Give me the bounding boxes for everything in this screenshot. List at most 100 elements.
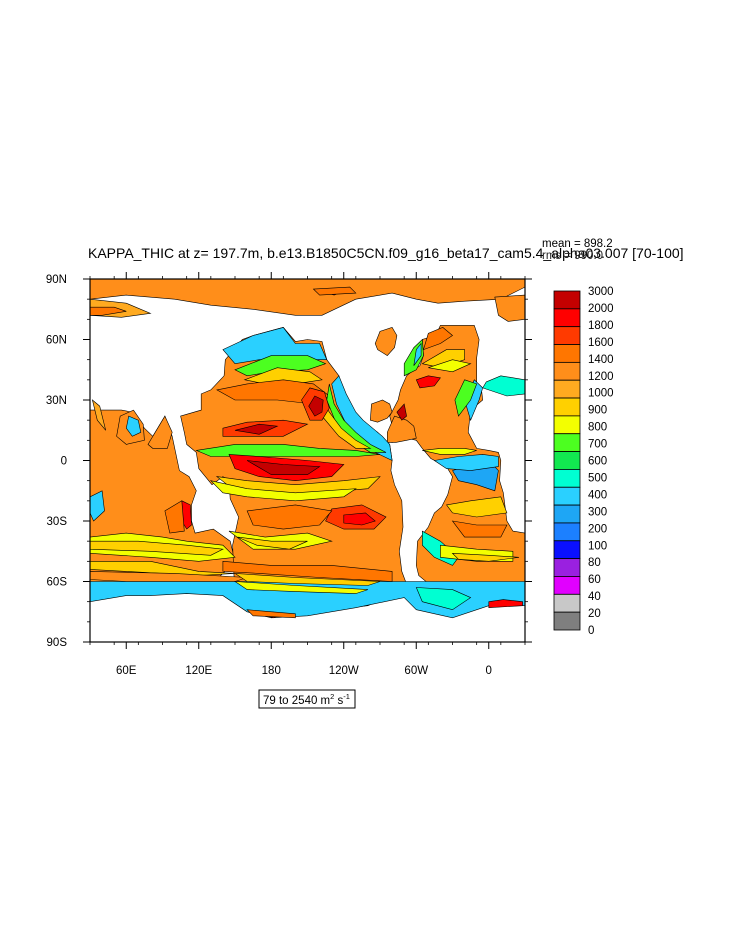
colorbar-label: 1200 — [588, 371, 614, 383]
colorbar-box — [553, 576, 581, 595]
ocean-region-atlantic-s-yellow2 — [451, 552, 520, 562]
range-unit-sup2: -1 — [343, 692, 350, 701]
y-tick-label: 90N — [46, 274, 67, 286]
ocean-region-arabian-cyan — [125, 415, 142, 437]
ocean-region-hudson-bay — [374, 327, 398, 356]
colorbar-label: 1000 — [588, 388, 614, 400]
x-axis: 60E 120E 180 120W 60W 0 — [89, 272, 526, 677]
colorbar-box — [553, 486, 581, 506]
colorbar-label: 1600 — [588, 337, 614, 349]
ocean-region-gulf-stream-red — [396, 403, 407, 421]
colorbar-label: 0 — [588, 625, 594, 637]
y-axis: 90N 60N 30N 0 30S 60S 90S — [46, 274, 532, 649]
ocean-region-atlantic-n-green — [428, 359, 472, 373]
colorbar-box — [553, 361, 581, 381]
ocean-region-indian-lower-yellow — [90, 561, 236, 576]
colorbar-box — [553, 397, 581, 417]
ocean-field — [90, 279, 525, 619]
x-tick-label: 120W — [329, 665, 359, 677]
colorbar-box — [553, 308, 581, 328]
y-tick-label: 60N — [46, 335, 67, 347]
ocean-region-pacific-eq-south-green — [209, 480, 357, 502]
range-unit-mid: s — [334, 695, 343, 707]
ocean-region-pacific-eq-red-inner — [246, 460, 321, 475]
y-tick-label: 0 — [61, 456, 67, 468]
range-label-text: 79 to 2540 m — [263, 695, 330, 707]
svg-text:79 to 2540 m2 s-1: 79 to 2540 m2 s-1 — [263, 692, 350, 707]
colorbar-label: 700 — [588, 439, 607, 451]
ocean-region-pacific-south-red-inner — [343, 512, 376, 526]
colorbar-box — [553, 344, 581, 363]
colorbar-box — [553, 433, 581, 452]
colorbar-label: 200 — [588, 523, 607, 535]
map-plot-area: 60E 120E 180 120W 60W 0 90N 60N 30N 0 30S 60S 90S — [46, 272, 532, 677]
colorbar-box — [553, 504, 581, 524]
x-tick-label: 60W — [404, 665, 428, 677]
ocean-region-pacific-yellow-ecoast — [319, 395, 372, 449]
colorbar-box — [553, 522, 581, 542]
colorbar-box — [553, 558, 581, 577]
ocean-region-pacific-subtrop-red-inner — [234, 423, 279, 435]
x-tick-label: 120E — [185, 665, 212, 677]
colorbar-box — [553, 469, 581, 488]
ocean-region-arctic-ocean — [90, 279, 525, 316]
colorbar-box — [553, 326, 581, 345]
ocean-region-arctic-seas-north — [494, 294, 525, 322]
colorbar-box — [553, 379, 581, 399]
x-tick-label: 180 — [262, 665, 281, 677]
range-unit-sup1: 2 — [330, 692, 334, 701]
ocean-region-pacific-s-yellow-strip — [233, 573, 381, 586]
colorbar-label: 400 — [588, 489, 607, 501]
ocean-region-arctic-darkorange-patch — [312, 286, 357, 296]
ocean-region-gulf-of-mexico — [369, 399, 393, 423]
ocean-region-pacific-green-ecoast — [326, 383, 387, 453]
colorbar-box — [553, 540, 581, 560]
ocean-region-atlantic-eq-green — [422, 448, 477, 455]
colorbar-box — [553, 611, 581, 631]
colorbar-box — [553, 415, 581, 435]
ocean-region-indian-cyan-patch — [90, 490, 105, 522]
colorbar-label: 600 — [588, 456, 607, 468]
colorbar: 3000200018001600140012001000900800700600… — [553, 286, 614, 637]
colorbar-label: 20 — [588, 608, 601, 620]
ocean-region-pacific-cyan-north — [222, 327, 328, 365]
ocean-region-pacific-sw-darkorange — [246, 504, 333, 530]
y-tick-label: 60S — [47, 577, 68, 589]
ocean-region-pacific-south-darkorange — [222, 560, 393, 582]
ocean-region-pacific-cyan-ecoast — [331, 375, 393, 462]
colorbar-label: 60 — [588, 574, 601, 586]
y-tick-label: 90S — [47, 637, 68, 649]
ocean-region-atlantic-n-green-east — [454, 379, 478, 417]
rms-label: rms = 990.0 — [542, 250, 603, 262]
ocean-region-atlantic-nw-cyan — [413, 342, 422, 366]
ocean-region-pacific-ne-red-inner — [308, 395, 324, 417]
ocean-region-antarctic-red-edge — [488, 599, 523, 609]
ocean-region-pacific-sc-yellow — [237, 536, 308, 550]
ocean-region-mediterranean — [482, 375, 525, 397]
colorbar-label: 100 — [588, 540, 607, 552]
ocean-region-red-sea — [91, 399, 106, 431]
colorbar-label: 300 — [588, 506, 607, 518]
ocean-region-atlantic-eq-cyan — [433, 454, 499, 471]
range-label-box: 79 to 2540 m2 s-1 — [258, 689, 356, 709]
ocean-region-ross-sea-darkorange — [246, 609, 296, 619]
colorbar-label: 2000 — [588, 303, 614, 315]
ocean-region-atlantic-s-darkorange — [451, 520, 508, 538]
ocean-region-bay-of-bengal — [147, 415, 173, 449]
colorbar-label: 800 — [588, 422, 607, 434]
x-tick-label: 0 — [486, 665, 492, 677]
ocean-region-pacific-sc-green — [228, 530, 333, 550]
colorbar-box — [553, 290, 581, 310]
ocean-region-indian-darkorange — [164, 500, 185, 534]
colorbar-label: 40 — [588, 591, 601, 603]
colorbar-label: 1800 — [588, 320, 614, 332]
colorbar-box — [553, 593, 581, 613]
colorbar-label: 900 — [588, 405, 607, 417]
ocean-region-atlantic-s-yellow — [445, 496, 508, 518]
ocean-region-caribbean-sea — [387, 415, 417, 443]
ocean-region-barents-darkorange — [90, 306, 127, 316]
ocean-region-atlantic-n-red — [415, 375, 441, 389]
ocean-region-pacific-s-green-strip — [233, 581, 368, 594]
ocean-region-indian-yellow-band — [90, 540, 224, 556]
